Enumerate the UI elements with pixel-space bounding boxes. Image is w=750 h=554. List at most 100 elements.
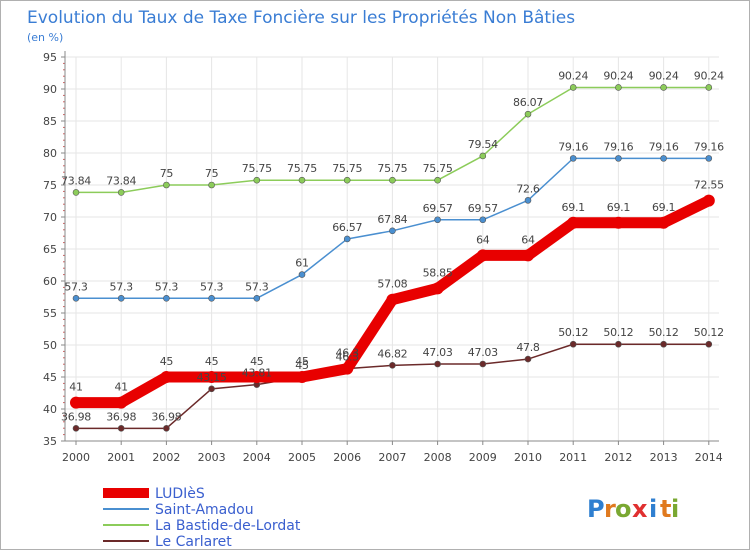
data-label: 90.24 — [558, 69, 588, 82]
data-point — [389, 227, 396, 235]
y-tick-label: 35 — [43, 435, 57, 448]
axes: 35 40 45 50 55 60 65 70 75 80 85 90 95 2000 2001 2002 20… — [43, 51, 723, 464]
data-label: 36.98 — [106, 410, 136, 423]
data-point — [343, 176, 351, 184]
data-point — [163, 425, 170, 432]
y-tick-label: 65 — [43, 243, 57, 256]
data-point — [522, 249, 534, 262]
y-tick-label: 95 — [43, 51, 57, 64]
series-lines — [70, 84, 715, 432]
data-point — [569, 84, 577, 91]
data-label: 45 — [205, 355, 219, 368]
data-label: 79.16 — [649, 140, 679, 153]
x-tick-label: 2001 — [107, 451, 135, 464]
data-point — [615, 155, 622, 162]
data-label: 75.75 — [287, 162, 317, 175]
data-point — [434, 360, 441, 368]
data-label: 69.1 — [607, 201, 630, 214]
data-label: 79.54 — [468, 138, 498, 151]
data-label: 43.15 — [197, 371, 227, 384]
data-label: 90.24 — [603, 69, 633, 82]
y-tick-label: 45 — [43, 371, 57, 384]
data-point — [705, 84, 713, 91]
data-label: 41 — [69, 381, 82, 394]
legend-label: Saint-Amadou — [155, 502, 254, 518]
data-label: 57.3 — [110, 280, 134, 293]
data-point — [524, 197, 532, 204]
logo-letter: o — [615, 495, 632, 523]
data-point — [72, 425, 80, 432]
y-tick-label: 40 — [43, 403, 57, 416]
data-label: 79.16 — [694, 140, 724, 153]
x-tick-label: 2004 — [243, 451, 271, 464]
data-label: 45 — [295, 359, 309, 372]
logo-letter: P — [587, 495, 605, 523]
data-point — [160, 371, 173, 383]
x-tick-label: 2014 — [695, 451, 723, 464]
data-label: 75 — [160, 167, 174, 180]
data-label: 43.81 — [242, 367, 272, 380]
data-point — [208, 294, 215, 302]
legend-label: LUDIèS — [155, 486, 205, 502]
data-point — [208, 181, 215, 189]
chart-subtitle: (en %) — [27, 31, 63, 44]
data-point — [163, 181, 170, 189]
data-point — [615, 84, 622, 91]
y-tick-label: 80 — [43, 147, 57, 160]
data-label: 41 — [114, 381, 127, 394]
chart-title: Evolution du Taux de Taxe Foncière sur l… — [27, 8, 575, 28]
data-point — [389, 176, 396, 184]
logo-letter: t — [660, 495, 671, 523]
data-point — [702, 194, 715, 207]
data-label: 46.82 — [377, 347, 407, 360]
data-label: 73.84 — [106, 174, 136, 187]
data-label: 50.12 — [694, 326, 724, 339]
data-label: 86.07 — [513, 96, 543, 109]
data-label: 57.3 — [155, 280, 179, 293]
data-point — [612, 216, 625, 229]
data-point — [117, 189, 125, 196]
x-tick-label: 2012 — [604, 451, 632, 464]
data-point — [341, 362, 354, 375]
grid — [65, 56, 719, 442]
data-point — [72, 294, 80, 302]
data-point — [524, 355, 532, 363]
y-tick-label: 85 — [43, 115, 57, 128]
data-point — [569, 155, 577, 162]
data-point — [479, 360, 487, 368]
data-label: 45 — [295, 355, 309, 368]
data-label: 45 — [160, 355, 174, 368]
data-point — [296, 371, 308, 383]
y-tick-label: 70 — [43, 211, 57, 224]
data-point — [72, 189, 80, 196]
data-label: 36.98 — [61, 410, 91, 423]
data-point — [431, 282, 444, 295]
data-label: 47.8 — [516, 341, 540, 354]
data-point — [208, 385, 215, 393]
legend-label: La Bastide-de-Lordat — [155, 518, 301, 534]
data-label: 75.75 — [242, 162, 272, 175]
data-point — [298, 271, 306, 278]
data-label: 69.1 — [562, 201, 585, 214]
data-point — [386, 293, 399, 306]
data-point — [569, 340, 577, 348]
y-tick-label: 90 — [43, 83, 57, 96]
legend-label: Le Carlaret — [155, 534, 232, 549]
x-tick-label: 2008 — [424, 451, 452, 464]
y-tick-label: 55 — [43, 307, 57, 320]
data-label: 47.03 — [468, 346, 498, 359]
y-tick-label: 75 — [43, 179, 57, 192]
data-label: 50.12 — [649, 326, 679, 339]
logo-letter: i — [649, 495, 657, 523]
y-tick-label: 60 — [43, 275, 57, 288]
data-label: 64 — [476, 233, 490, 246]
logo-letter: x — [632, 495, 648, 523]
logo-letter: i — [671, 495, 679, 523]
data-label: 46.3 — [336, 347, 360, 360]
data-label: 75.75 — [423, 162, 453, 175]
data-point — [117, 425, 125, 432]
